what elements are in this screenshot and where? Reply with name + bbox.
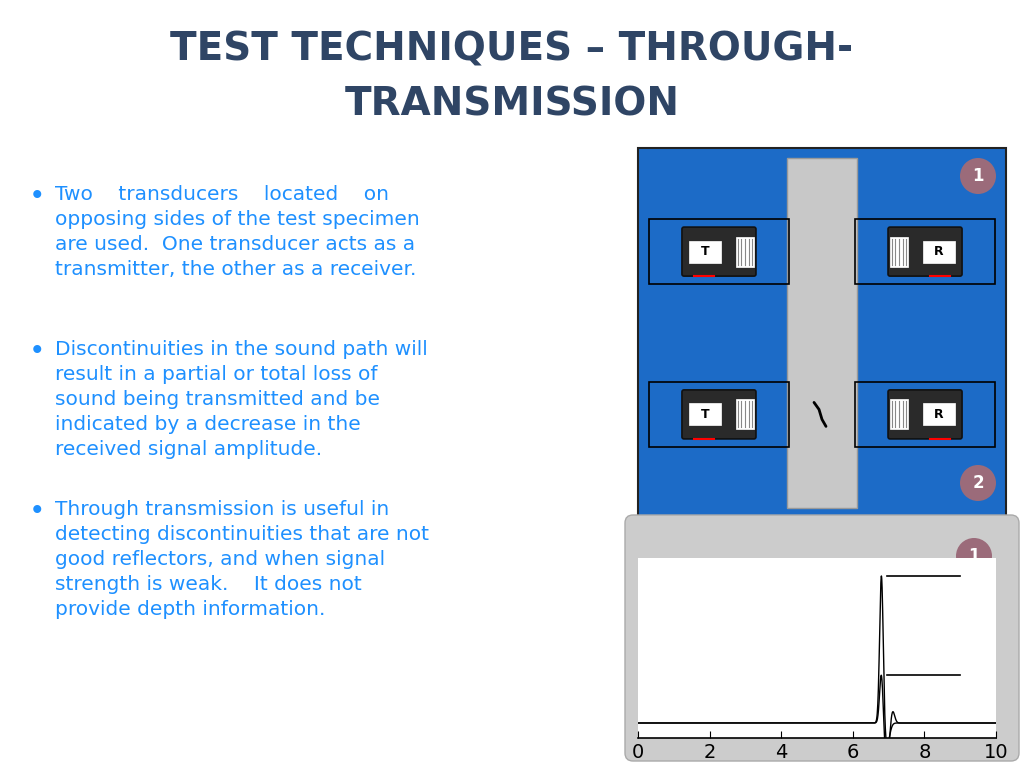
- Circle shape: [956, 538, 992, 574]
- Circle shape: [961, 158, 996, 194]
- Text: 1: 1: [972, 167, 984, 185]
- Bar: [787, 158, 857, 508]
- Bar: [890, 237, 908, 266]
- Text: 2: 2: [972, 474, 984, 492]
- FancyBboxPatch shape: [682, 227, 756, 276]
- Text: TEST TECHNIQUES – THROUGH-: TEST TECHNIQUES – THROUGH-: [170, 31, 854, 69]
- Text: T: T: [700, 408, 710, 421]
- Text: •: •: [30, 340, 44, 363]
- Text: TRANSMISSION: TRANSMISSION: [344, 86, 680, 124]
- FancyBboxPatch shape: [682, 390, 756, 439]
- Bar: [649, 382, 788, 447]
- Text: T: T: [700, 245, 710, 258]
- FancyBboxPatch shape: [888, 227, 962, 276]
- Bar: [689, 240, 721, 263]
- Bar: [649, 219, 788, 284]
- Text: R: R: [934, 245, 944, 258]
- Bar: [855, 219, 995, 284]
- Text: 1: 1: [969, 547, 980, 565]
- Bar: [689, 403, 721, 425]
- Circle shape: [961, 465, 996, 501]
- Text: 2: 2: [968, 619, 980, 637]
- Bar: [923, 240, 955, 263]
- Bar: [736, 237, 754, 266]
- Text: R: R: [934, 408, 944, 421]
- FancyBboxPatch shape: [888, 390, 962, 439]
- Text: •: •: [30, 500, 44, 523]
- Text: Two    transducers    located    on
opposing sides of the test specimen
are used: Two transducers located on opposing side…: [55, 185, 420, 279]
- Bar: [923, 403, 955, 425]
- FancyBboxPatch shape: [625, 515, 1019, 761]
- Bar: [890, 399, 908, 429]
- FancyBboxPatch shape: [638, 148, 1006, 518]
- Circle shape: [956, 610, 992, 646]
- Bar: [855, 382, 995, 447]
- Text: •: •: [30, 185, 44, 208]
- Text: Discontinuities in the sound path will
result in a partial or total loss of
soun: Discontinuities in the sound path will r…: [55, 340, 428, 459]
- Text: Through transmission is useful in
detecting discontinuities that are not
good re: Through transmission is useful in detect…: [55, 500, 429, 619]
- Bar: [736, 399, 754, 429]
